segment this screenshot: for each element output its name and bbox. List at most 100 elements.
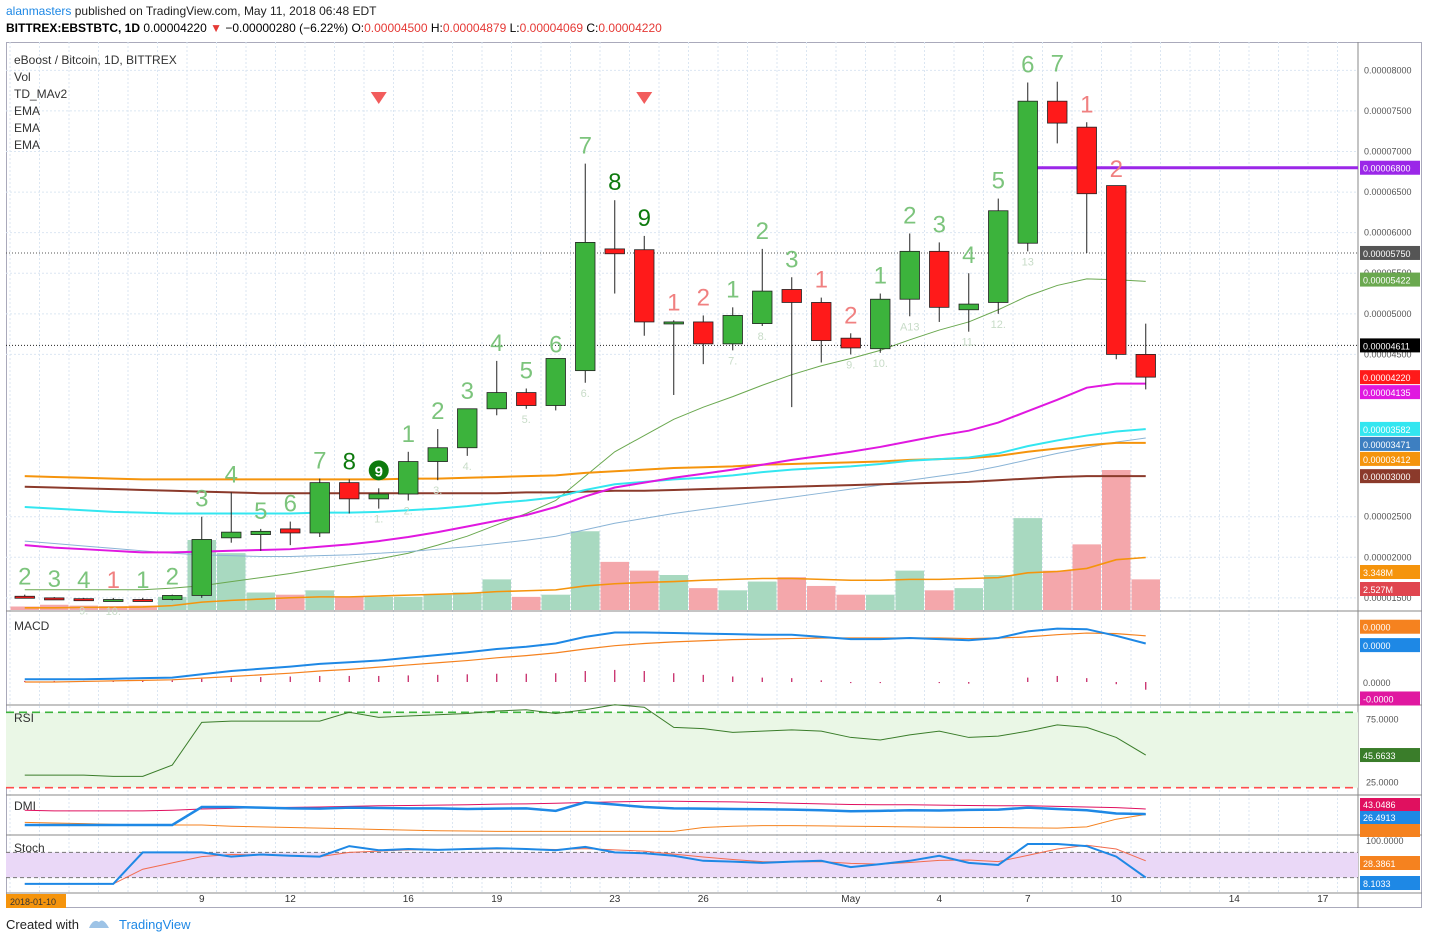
stoch-d-label-box xyxy=(1360,856,1420,870)
chart-frame[interactable]: 0.00008000 0.00007500 0.00007000 0.00006500… xyxy=(6,42,1422,908)
time-tick-label: 23 xyxy=(609,894,621,905)
td-count-label: 3 xyxy=(933,211,946,238)
price-label-text: 0.00004220 xyxy=(1363,373,1411,383)
publisher-link[interactable]: alanmasters xyxy=(6,4,72,18)
dmi-minus-line xyxy=(24,813,1146,832)
open-value: 0.00004500 xyxy=(364,21,428,35)
rsi-tick-label: 25.0000 xyxy=(1366,777,1399,787)
time-tick-label: 10 xyxy=(1111,894,1123,905)
candle-body xyxy=(14,595,35,599)
macd-label-text: 0.0000 xyxy=(1363,678,1391,688)
stoch-title: Stoch xyxy=(14,841,45,855)
price-tick-label: 0.00001500 xyxy=(1364,593,1412,603)
volume-bar xyxy=(482,579,511,610)
dmi-label-text: 26.4913 xyxy=(1363,813,1396,823)
time-tick-label: 19 xyxy=(491,894,503,905)
price-tick-label: 0.00006500 xyxy=(1364,187,1412,197)
candle-body xyxy=(73,598,94,602)
td-setup-label: 8. xyxy=(758,331,767,343)
td-setup-label: 6. xyxy=(581,388,590,400)
macd-title: MACD xyxy=(14,619,50,633)
candle-body xyxy=(958,303,979,311)
chart-svg[interactable]: 0.00008000 0.00007500 0.00007000 0.00006500… xyxy=(6,42,1422,908)
dmi-title: DMI xyxy=(14,799,36,813)
td-setup-label: 7. xyxy=(728,355,737,367)
td-count-label: 3 xyxy=(461,378,474,405)
low-label: L: xyxy=(509,21,520,35)
volume-bar xyxy=(364,596,393,610)
open-label: O: xyxy=(351,21,365,35)
vol-label-box xyxy=(1360,565,1420,579)
published-text: published on TradingView.com, May 11, 20… xyxy=(74,4,377,18)
rsi-value-box xyxy=(1360,748,1420,763)
rsi-tick-label: 75.0000 xyxy=(1366,715,1399,725)
volume-bar xyxy=(1072,544,1101,610)
volume-bar xyxy=(394,596,423,610)
td-count-label: 5 xyxy=(254,498,267,525)
volume-bar xyxy=(748,581,777,610)
td-count-label: 1 xyxy=(402,421,415,448)
candle-body xyxy=(191,539,212,596)
td-count-label: 6 xyxy=(549,332,562,359)
rsi-line xyxy=(24,704,1147,777)
td-setup-label: 10. xyxy=(106,606,121,618)
td-setup-label: 3. xyxy=(433,485,442,497)
td-setup-label: 9. xyxy=(846,359,855,371)
stoch-k-label-text: 8.1033 xyxy=(1363,879,1391,889)
indicator-legend: EMA xyxy=(14,104,40,118)
ema-brown-line xyxy=(24,475,1146,495)
volume-bar xyxy=(512,596,541,610)
td-count-label: 8 xyxy=(343,448,356,475)
candle-body xyxy=(781,289,802,303)
tradingview-logo-icon xyxy=(87,916,111,933)
td-count-label: 1 xyxy=(726,276,739,303)
candle-body xyxy=(1106,185,1127,355)
td-count-label: 3 xyxy=(48,566,61,593)
td-count-label: 1 xyxy=(107,567,120,594)
td-count-label: 3 xyxy=(195,486,208,513)
time-tick-label: 12 xyxy=(285,894,297,905)
candle-body xyxy=(722,315,743,345)
price-label-text: 0.00003412 xyxy=(1363,455,1411,465)
price-label-text: 0.00003000 xyxy=(1363,472,1411,482)
tradingview-brand-link[interactable]: TradingView xyxy=(118,917,191,932)
candle-body xyxy=(516,392,537,406)
td-count-label: 1 xyxy=(815,267,828,294)
close-value: 0.00004220 xyxy=(598,21,662,35)
vol-ma-label-box xyxy=(1360,582,1420,596)
volume-bar xyxy=(630,570,659,610)
high-value: 0.00004879 xyxy=(442,21,507,35)
chart-title: eBoost / Bitcoin, 1D, BITTREX xyxy=(14,53,177,67)
ohlc-line: BITTREX:EBSTBTC, 1D 0.00004220 ▼ −0.0000… xyxy=(6,21,662,35)
td-count-label: 2 xyxy=(844,302,857,329)
sell-arrow-icon xyxy=(370,92,387,104)
price-label-text: 0.00005422 xyxy=(1363,276,1411,286)
td-nine-circle xyxy=(368,460,389,481)
volume-bar xyxy=(246,592,275,610)
td-setup-label: A13 xyxy=(900,321,920,333)
candle-body xyxy=(1047,100,1068,124)
ema-cyan-line xyxy=(24,428,1146,515)
price-label-box xyxy=(1360,436,1420,451)
candle-body xyxy=(752,290,773,324)
vol-label-text: 3.348M xyxy=(1363,568,1393,578)
candle-body xyxy=(1017,100,1038,244)
td-setup-label: 13 xyxy=(1022,256,1034,268)
rsi-title: RSI xyxy=(14,711,34,725)
candle-body xyxy=(309,482,330,534)
time-tick-label: 17 xyxy=(1317,894,1329,905)
time-axis: 9 12 16 19 23 26 May 4 7 10 14 17 xyxy=(199,894,1329,905)
volume-bar xyxy=(1102,470,1131,610)
high-label: H: xyxy=(430,21,443,35)
candle-body xyxy=(486,392,507,410)
symbol-label: BITTREX:EBSTBTC, 1D xyxy=(6,21,141,35)
macd-label-box xyxy=(1360,691,1420,706)
stoch-tick-label: 100.0000 xyxy=(1366,836,1404,846)
time-tick-label: 14 xyxy=(1229,894,1241,905)
date-badge-text: 2018-01-10 xyxy=(10,897,56,907)
publish-line: alanmasters published on TradingView.com… xyxy=(6,4,376,18)
price-tick-label: 0.00004500 xyxy=(1364,349,1412,359)
rsi-value-text: 45.6633 xyxy=(1363,751,1396,761)
volume-bar xyxy=(954,588,983,610)
volume-bar xyxy=(453,592,482,610)
